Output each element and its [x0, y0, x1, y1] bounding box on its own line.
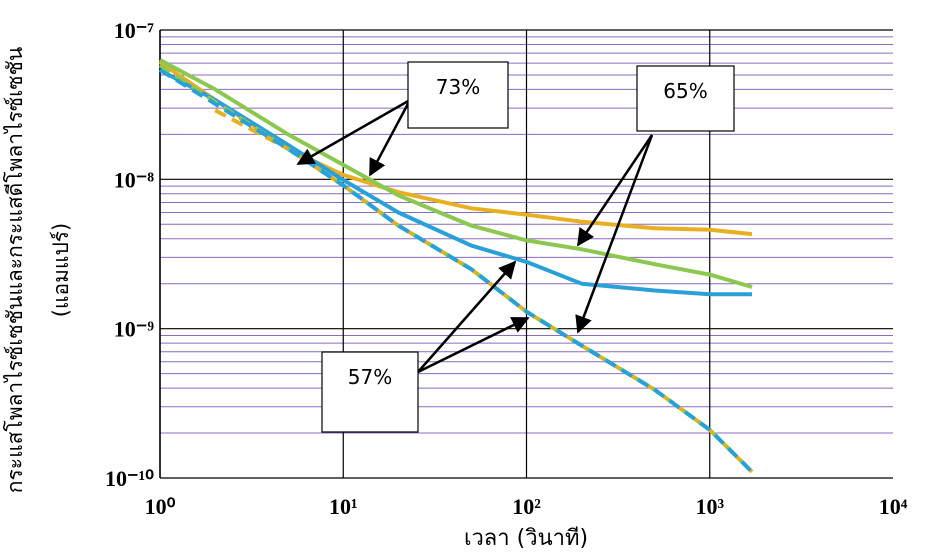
arrow [575, 134, 654, 334]
y-axis-label: (แอมแปร์) [49, 223, 73, 318]
x-tick-label: 10³ [695, 494, 724, 519]
series-line [214, 108, 754, 474]
x-tick-label: 10¹ [329, 494, 358, 519]
arrow [417, 260, 517, 373]
annotation-box [407, 61, 509, 129]
y-axis-label: กระแสโพลาไรซ์เซชันและกระแสดีโพลาไรซ์เซชั… [3, 47, 27, 493]
x-tick-label: 10⁰ [145, 494, 176, 519]
y-tick-label: 10⁻⁷ [114, 18, 155, 43]
series-line [158, 68, 754, 474]
annotations: 73% 65% 57% [296, 61, 735, 433]
arrow [296, 98, 411, 166]
arrow [368, 99, 412, 177]
annotation-box [636, 65, 735, 132]
y-tick-label: 10⁻⁹ [114, 317, 155, 342]
annotation-box [321, 351, 419, 433]
annotation-text: 57% [348, 365, 392, 389]
x-tick-label: 10² [512, 494, 541, 519]
x-axis-label: เวลา (วินาที) [464, 526, 588, 551]
annotation-text: 65% [663, 79, 707, 103]
arrow [417, 316, 530, 374]
series-line [159, 68, 752, 297]
arrow [576, 134, 654, 247]
x-tick-label: 10⁴ [879, 494, 908, 519]
series-line [159, 58, 753, 289]
lines [158, 58, 754, 474]
annotation-text: 73% [436, 75, 480, 99]
y-tick-label: 10⁻⁸ [114, 167, 155, 192]
y-tick-label: 10⁻¹⁰ [105, 466, 154, 491]
